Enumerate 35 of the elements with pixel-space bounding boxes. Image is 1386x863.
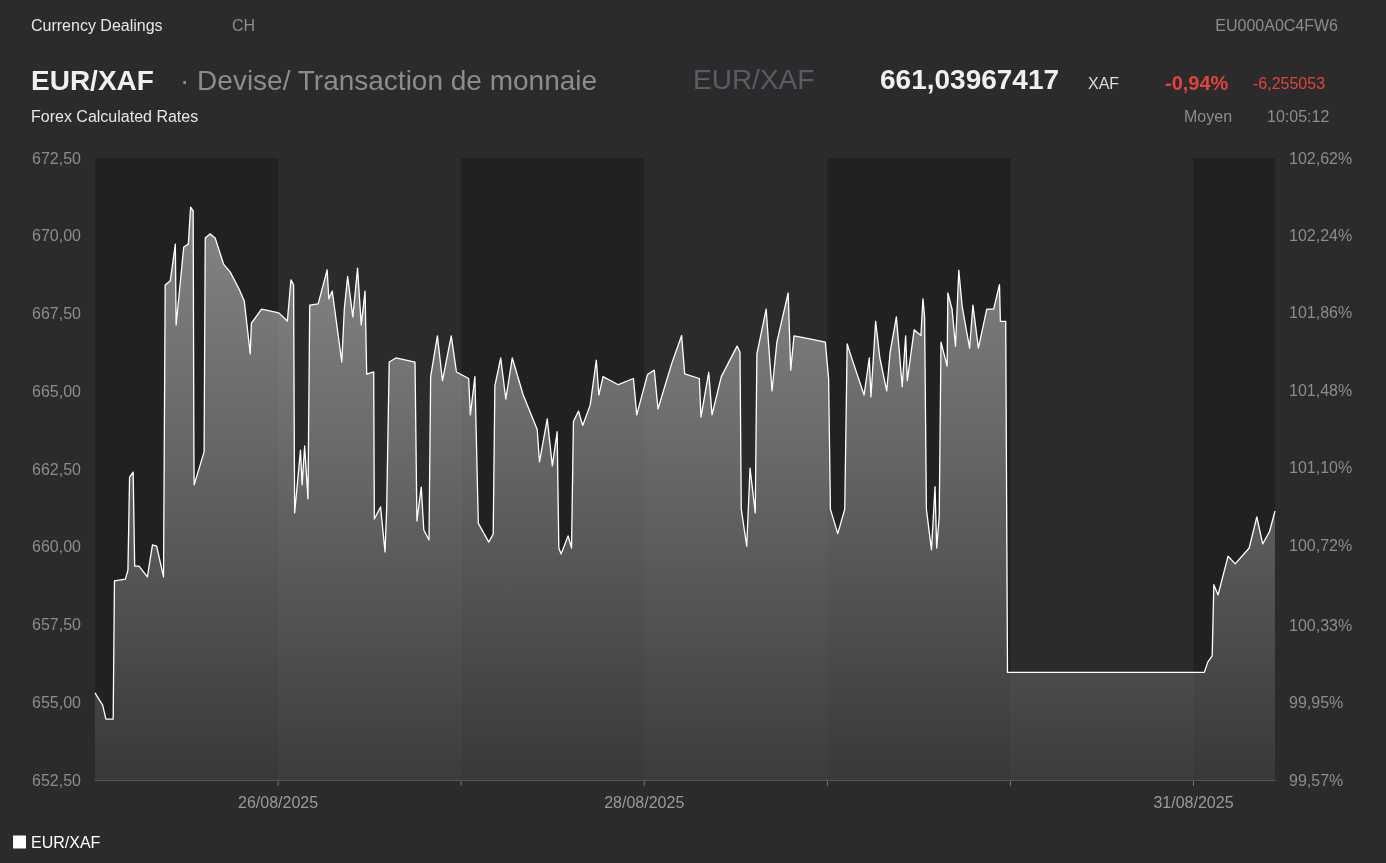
text: XAF	[1088, 75, 1120, 93]
y2-tick-label: 101,10%	[1289, 459, 1353, 477]
y-tick-label: 667,50	[32, 305, 82, 322]
text: CH	[232, 17, 256, 35]
y2-tick-label: 99,57%	[1289, 771, 1344, 789]
y2-tick-label: 101,48%	[1289, 381, 1353, 399]
text: 661,03967417	[880, 64, 1060, 96]
x-tick-label: 31/08/2025	[1153, 793, 1234, 811]
text: Moyen	[1184, 108, 1233, 126]
y-tick-label: 660,00	[32, 538, 82, 556]
chart-title: EUR/XAF	[31, 64, 154, 96]
y-tick-label: 662,50	[32, 460, 82, 478]
y-tick-label: 657,50	[32, 616, 82, 633]
y-tick-label: 672,50	[32, 149, 82, 167]
y-tick-label: 670,00	[32, 227, 82, 245]
text: Currency Dealings	[31, 17, 163, 35]
y2-tick-label: 100,72%	[1289, 536, 1353, 554]
y-tick-label: 652,50	[32, 771, 82, 789]
text: 10:05:12	[1267, 108, 1330, 126]
y2-tick-label: 102,62%	[1289, 149, 1353, 167]
chart-subtitle: · Devise/ Transaction de monnaie	[180, 64, 598, 96]
text: EUR/XAF	[693, 64, 815, 96]
x-tick-label: 26/08/2025	[238, 793, 319, 811]
legend-label: EUR/XAF	[31, 833, 101, 851]
y2-tick-label: 102,24%	[1289, 227, 1353, 244]
text: -0,94%	[1165, 72, 1229, 95]
x-tick-label: 28/08/2025	[604, 793, 685, 811]
y-tick-label: 665,00	[32, 382, 82, 400]
y2-tick-label: 99,95%	[1289, 694, 1344, 711]
text: Forex Calculated Rates	[31, 108, 199, 126]
y2-tick-label: 100,33%	[1289, 616, 1353, 634]
text: EU000A0C4FW6	[1215, 17, 1339, 35]
text: -6,255053	[1253, 75, 1326, 93]
y2-tick-label: 101,86%	[1289, 304, 1353, 322]
y-tick-label: 655,00	[32, 693, 82, 711]
